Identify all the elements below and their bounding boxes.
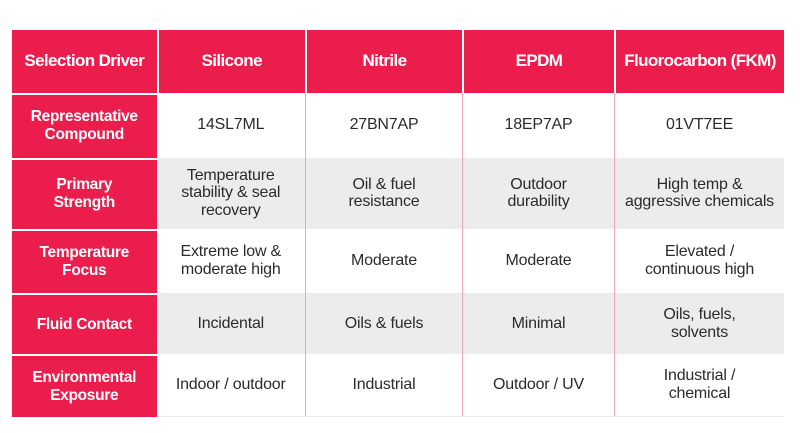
row-header-primary-strength: Primary Strength [12,157,157,229]
cell-nitrile-fluid: Oils & fuels [305,293,462,354]
cell-epdm-temperature: Moderate [462,229,614,293]
cell-fluorocarbon-exposure: Industrial / chemical [614,354,784,417]
row-header-fluid-contact: Fluid Contact [12,293,157,354]
column-header-nitrile: Nitrile [305,30,462,93]
material-selection-table: Selection Driver Silicone Nitrile EPDM F… [12,30,784,417]
cell-silicone-fluid: Incidental [156,293,305,354]
cell-silicone-temperature: Extreme low & moderate high [156,229,305,293]
column-header-fluorocarbon: Fluorocarbon (FKM) [614,30,784,93]
row-header-environmental-exposure: Environmental Exposure [12,354,157,417]
cell-fluorocarbon-temperature: Elevated / continuous high [614,229,784,293]
cell-silicone-compound: 14SL7ML [156,92,305,158]
cell-epdm-compound: 18EP7AP [462,92,614,158]
cell-fluorocarbon-strength: High temp & aggressive chemicals [614,157,784,229]
cell-epdm-strength: Outdoor durability [462,157,614,229]
cell-nitrile-strength: Oil & fuel resistance [305,157,462,229]
column-header-epdm: EPDM [462,30,614,93]
column-header-selection-driver: Selection Driver [12,30,157,93]
column-header-silicone: Silicone [156,30,305,93]
row-header-temperature-focus: Temperature Focus [12,229,157,293]
cell-nitrile-temperature: Moderate [305,229,462,293]
cell-fluorocarbon-compound: 01VT7EE [614,92,784,158]
cell-epdm-fluid: Minimal [462,293,614,354]
cell-nitrile-compound: 27BN7AP [305,92,462,158]
cell-silicone-strength: Temperature stability & seal recovery [156,157,305,229]
row-header-representative-compound: Representative Compound [12,92,157,158]
cell-fluorocarbon-fluid: Oils, fuels, solvents [614,293,784,354]
cell-nitrile-exposure: Industrial [305,354,462,417]
cell-silicone-exposure: Indoor / outdoor [156,354,305,417]
cell-epdm-exposure: Outdoor / UV [462,354,614,417]
